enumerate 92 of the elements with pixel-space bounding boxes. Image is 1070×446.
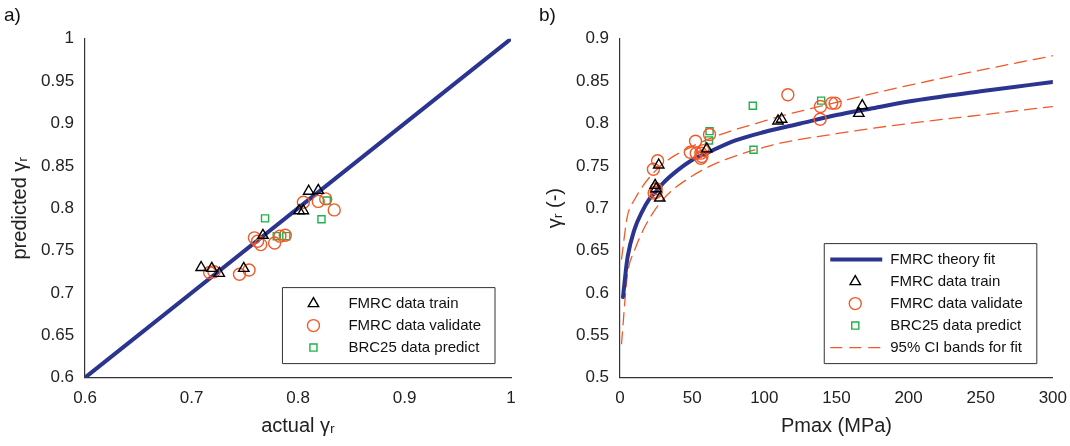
legend-label: FMRC data validate [890, 293, 1023, 311]
x-tick-label: 250 [966, 388, 995, 408]
y-tick-label: 0.75 [575, 155, 610, 175]
point [257, 228, 269, 239]
y-tick-label: 0.8 [585, 113, 610, 133]
point [813, 99, 828, 114]
x-tick-label: 150 [822, 388, 851, 408]
legend-label: FMRC data validate [348, 315, 482, 333]
chart-title: b) [539, 3, 556, 25]
x-tick-label: 0.8 [286, 388, 310, 408]
point [272, 231, 281, 241]
point [296, 195, 311, 209]
y-tick-label: 0.5 [585, 367, 610, 387]
point [775, 112, 788, 123]
point [652, 158, 665, 169]
x-tick-label: 100 [750, 388, 779, 408]
x-tick-label: 50 [682, 388, 702, 408]
point [327, 203, 341, 217]
y-tick-label: 0.7 [50, 282, 75, 302]
y-tick-label: 0.8 [50, 197, 75, 217]
point [688, 134, 703, 148]
y-tick-label: 0.55 [575, 324, 610, 344]
point [322, 196, 332, 205]
point [781, 88, 795, 102]
point [317, 214, 326, 224]
y-tick-label: 0.9 [50, 113, 75, 133]
y-tick-label: 0.75 [40, 240, 75, 260]
point [683, 145, 698, 159]
y-tick-label: 0.65 [575, 240, 610, 260]
y-tick-label: 0.7 [585, 197, 610, 217]
x-axis-title: Pmax (MPa) [780, 413, 893, 436]
point [205, 261, 218, 273]
x-tick-label: 0.7 [179, 388, 204, 408]
y-tick-label: 0.95 [40, 70, 75, 90]
y-tick-label: 0.9 [585, 28, 610, 48]
y-tick-label: 0.85 [575, 70, 610, 90]
point [824, 96, 839, 110]
legend-label: FMRC data train [348, 293, 459, 311]
y-tick-label: 0.6 [585, 282, 610, 302]
point [273, 229, 287, 243]
point [297, 204, 310, 215]
x-tick-label: 300 [1038, 388, 1068, 408]
point [207, 265, 221, 279]
point [828, 96, 842, 110]
y-tick-label: 0.85 [40, 155, 75, 175]
point [689, 146, 703, 160]
point [852, 106, 865, 118]
legend-label: BRC25 data predict [890, 315, 1022, 333]
point [312, 183, 325, 195]
x-tick-label: 0 [615, 388, 625, 408]
x-tick-label: 0.6 [73, 388, 97, 408]
legend-label: 95% CI bands for fit [890, 337, 1023, 355]
y-tick-label: 0.65 [40, 324, 75, 344]
point [260, 214, 270, 223]
point [816, 96, 826, 105]
x-axis-title: actual γᵣ [261, 413, 336, 436]
point [748, 101, 758, 110]
point [856, 99, 869, 110]
point [195, 260, 208, 272]
point [649, 178, 662, 190]
point [213, 266, 226, 278]
point [700, 142, 713, 153]
y-tick-label: 1 [64, 28, 75, 48]
y-axis-title: γᵣ (-) [542, 188, 565, 229]
legend-label: FMRC data train [890, 271, 1001, 289]
point [704, 136, 714, 145]
point [278, 228, 292, 242]
point [267, 236, 282, 250]
point [813, 112, 827, 126]
point [653, 191, 666, 202]
legend-label: FMRC theory fit [890, 249, 997, 267]
point [319, 192, 333, 206]
point [702, 127, 717, 142]
chart-title: a) [4, 3, 21, 25]
point [237, 261, 250, 273]
point [282, 231, 291, 241]
point [242, 263, 256, 277]
point [646, 162, 661, 176]
point [749, 145, 758, 154]
legend-label: BRC25 data predict [348, 337, 481, 355]
point [772, 114, 784, 125]
point [202, 265, 217, 280]
x-tick-label: 0.9 [392, 388, 417, 408]
point [293, 204, 305, 215]
x-tick-label: 1 [506, 388, 516, 408]
y-axis-title: predicted γᵣ [7, 156, 30, 260]
point [311, 194, 325, 209]
point [232, 267, 247, 281]
point [302, 184, 315, 195]
x-tick-label: 200 [894, 388, 923, 408]
y-tick-label: 0.6 [50, 367, 75, 387]
point [254, 237, 268, 252]
